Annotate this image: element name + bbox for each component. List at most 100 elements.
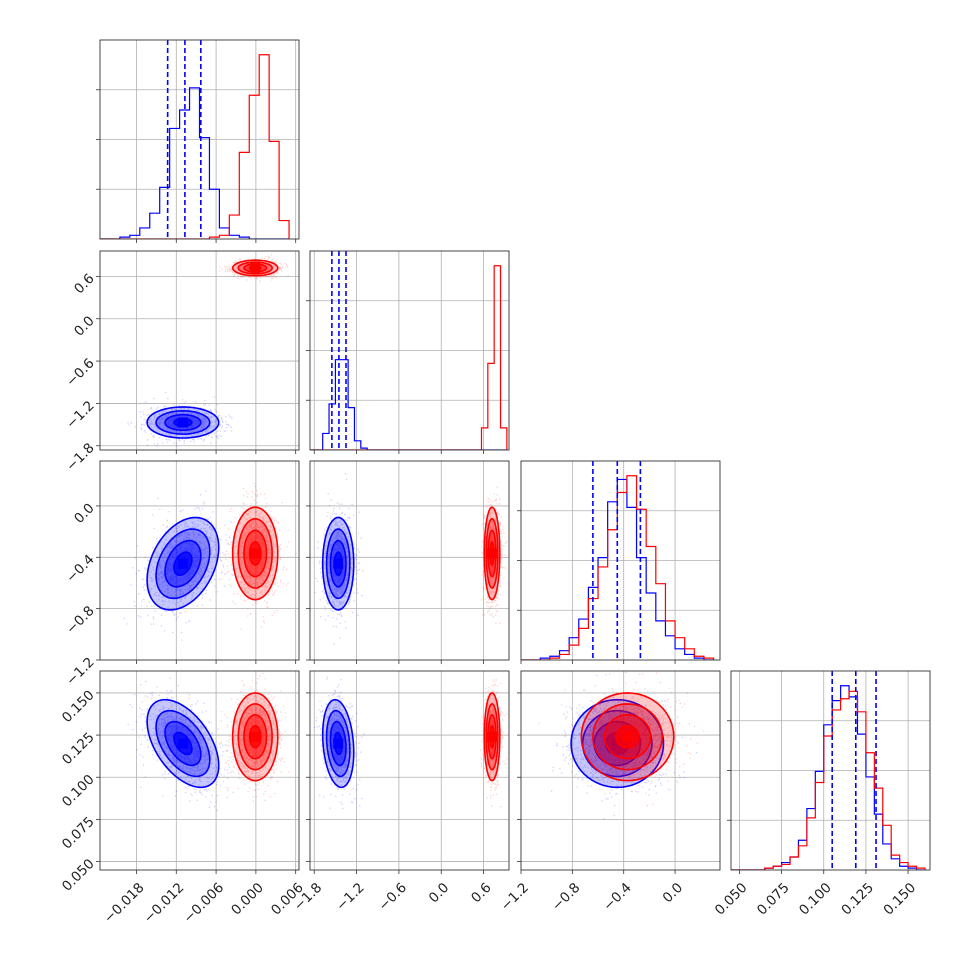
panel-2-0 bbox=[96, 460, 300, 664]
panel-frame bbox=[99, 39, 300, 240]
density-peak-series_b bbox=[487, 548, 498, 559]
contour-line-series_a bbox=[146, 516, 220, 611]
density-group bbox=[127, 254, 289, 447]
contour-line-series_b bbox=[243, 714, 268, 760]
contour-line-series_a bbox=[173, 731, 193, 756]
x-tick-label: 0.050 bbox=[712, 880, 751, 919]
y-tick-label: −1.2 bbox=[63, 654, 97, 688]
histogram-series-series_b bbox=[731, 690, 926, 870]
density-peak-series_a bbox=[177, 558, 188, 569]
panel-frame bbox=[99, 250, 300, 451]
density-peak-series_b bbox=[250, 731, 261, 742]
x-tick-label: −1.2 bbox=[498, 880, 532, 914]
histogram-series-series_a bbox=[731, 685, 925, 870]
panel-frame bbox=[520, 460, 721, 661]
panel-frame bbox=[99, 460, 300, 661]
histogram-group bbox=[310, 251, 508, 450]
x-tick-label: −1.2 bbox=[333, 880, 367, 914]
panel-3-3 bbox=[727, 670, 931, 874]
density-peak-series_a bbox=[177, 738, 188, 749]
contour-line-series_a bbox=[146, 406, 220, 439]
density-group bbox=[127, 672, 290, 812]
scatter-points-series_b bbox=[538, 672, 705, 820]
contour-line-series_b bbox=[231, 692, 279, 782]
contour-line-series_a bbox=[173, 551, 193, 577]
corner-panels: −1.8−1.2−0.60.00.6−1.2−0.8−0.40.00.0500.… bbox=[59, 39, 931, 927]
contour-line-series_a bbox=[325, 709, 351, 778]
density-peak-series_b bbox=[250, 262, 261, 273]
x-tick-label: −0.018 bbox=[101, 880, 148, 927]
contour-line-series_a bbox=[321, 516, 355, 611]
y-tick-label: 0.050 bbox=[59, 856, 98, 895]
panel-1-1 bbox=[306, 250, 510, 454]
histogram-group bbox=[731, 671, 926, 870]
panel-frame bbox=[99, 670, 300, 871]
y-tick-label: −0.8 bbox=[63, 603, 97, 637]
x-tick-label: 0.000 bbox=[228, 880, 267, 919]
panel-2-2 bbox=[517, 460, 721, 664]
density-peak-series_a bbox=[333, 558, 344, 569]
contour-line-series_b bbox=[603, 714, 652, 760]
y-tick-label: −1.2 bbox=[63, 398, 97, 432]
contour-line-series_a bbox=[146, 698, 220, 789]
density-group bbox=[538, 671, 705, 820]
x-tick-label: −0.012 bbox=[141, 880, 188, 927]
x-tick-label: 0.125 bbox=[838, 880, 877, 919]
panel-3-0 bbox=[96, 670, 300, 874]
y-tick-label: 0.0 bbox=[71, 500, 98, 527]
density-peak-series_b bbox=[250, 548, 261, 559]
contour-line-series_b bbox=[248, 541, 262, 566]
panel-2-1 bbox=[306, 460, 510, 664]
histogram-series-series_a bbox=[100, 87, 290, 239]
contour-line-series_a bbox=[155, 528, 211, 600]
density-group bbox=[123, 483, 297, 641]
x-tick-label: −0.8 bbox=[549, 880, 583, 914]
density-group bbox=[314, 473, 508, 645]
contour-line-series_a bbox=[155, 410, 211, 435]
contour-line-series_b bbox=[489, 724, 495, 749]
contour-line-series_b bbox=[483, 506, 501, 601]
contour-line-series_a bbox=[173, 417, 193, 428]
contour-line-series_b bbox=[231, 506, 279, 601]
y-tick-label: 0.6 bbox=[71, 271, 98, 298]
contour-line-series_b bbox=[243, 529, 268, 578]
contour-line-series_b bbox=[615, 725, 640, 749]
y-tick-label: 0.125 bbox=[59, 729, 98, 768]
y-tick-label: −0.6 bbox=[63, 355, 97, 389]
contour-line-series_b bbox=[248, 265, 262, 271]
x-tick-label: 0.0 bbox=[426, 880, 453, 907]
y-tick-label: −0.4 bbox=[63, 552, 97, 586]
density-peak-series_a bbox=[333, 738, 344, 749]
histogram-series-series_a bbox=[310, 359, 507, 450]
contour-line-series_b bbox=[231, 259, 279, 277]
x-tick-label: −0.6 bbox=[375, 880, 409, 914]
histogram-group bbox=[521, 461, 715, 660]
density-peak-series_a bbox=[177, 417, 188, 428]
contour-line-series_b bbox=[483, 692, 501, 782]
panel-0-0 bbox=[96, 39, 300, 243]
contour-line-series_b bbox=[592, 703, 664, 771]
panel-3-2 bbox=[517, 670, 721, 874]
contour-line-series_b bbox=[487, 714, 497, 760]
panel-frame bbox=[309, 670, 510, 871]
y-tick-label: 0.075 bbox=[59, 814, 98, 853]
y-tick-label: −1.8 bbox=[63, 440, 97, 474]
x-tick-label: 0.100 bbox=[796, 880, 835, 919]
contour-line-series_b bbox=[489, 541, 495, 566]
contour-line-series_a bbox=[329, 720, 347, 767]
x-tick-label: −0.006 bbox=[181, 880, 228, 927]
panel-1-0 bbox=[96, 250, 300, 454]
density-peak-series_a bbox=[612, 738, 623, 749]
density-group bbox=[313, 676, 508, 810]
contour-line-series_a bbox=[164, 539, 202, 588]
panel-3-1 bbox=[306, 670, 510, 874]
contour-line-series_b bbox=[580, 692, 675, 782]
density-peak-series_b bbox=[622, 731, 633, 742]
contour-line-series_b bbox=[485, 517, 499, 589]
panel-frame bbox=[730, 670, 931, 871]
histogram-series-series_b bbox=[310, 265, 508, 450]
contour-line-series_b bbox=[487, 529, 497, 578]
contour-line-series_a bbox=[329, 539, 347, 588]
panel-frame bbox=[520, 670, 721, 871]
